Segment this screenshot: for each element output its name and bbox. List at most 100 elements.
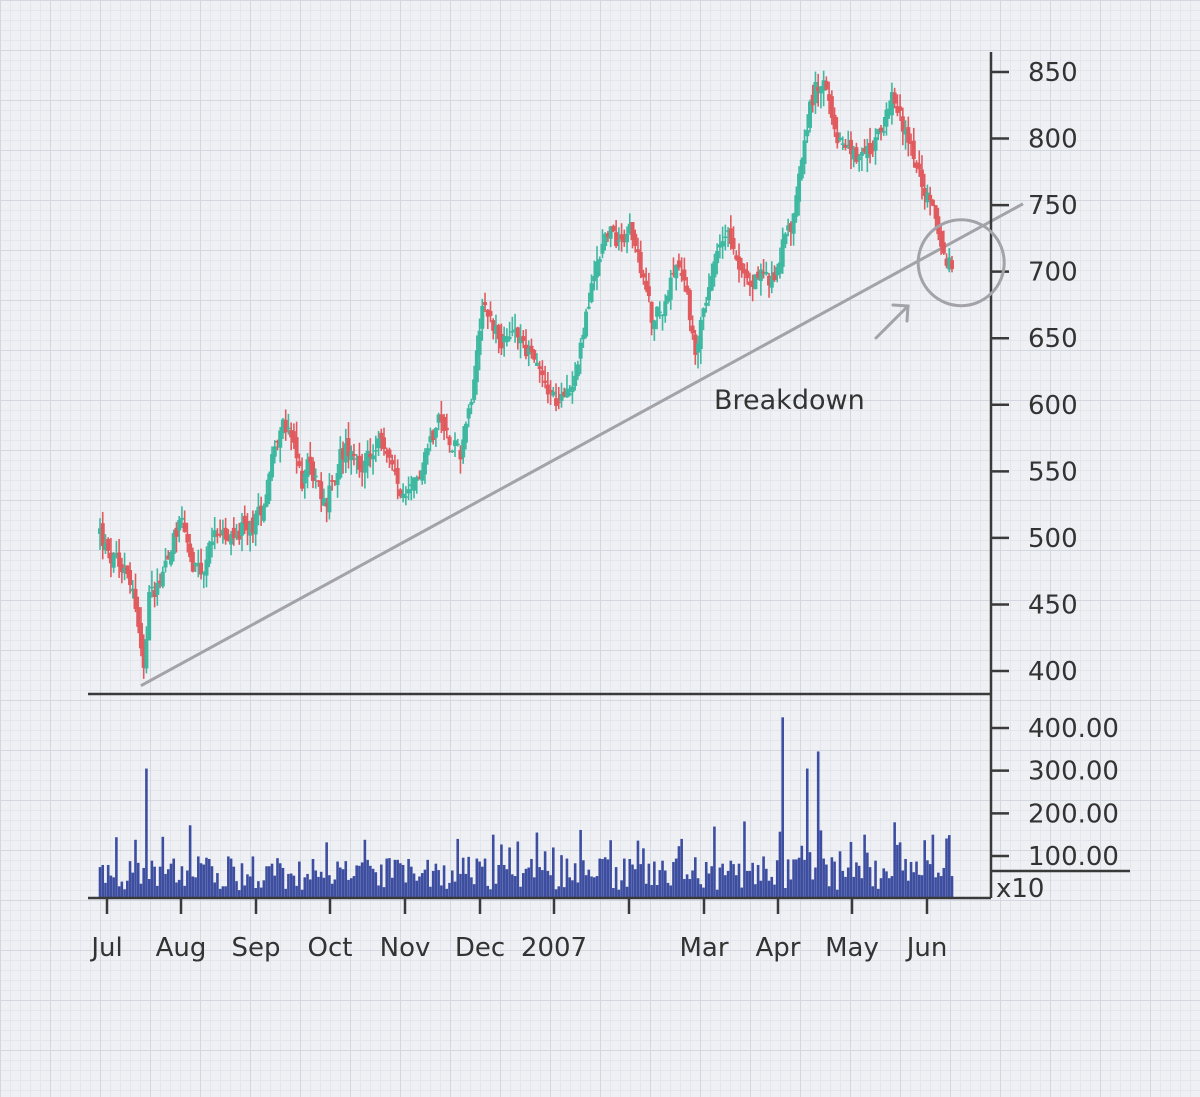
candle [930, 199, 935, 207]
volume-bar [262, 880, 266, 898]
candle-body [414, 477, 419, 481]
volume-bar [811, 879, 815, 898]
candle [543, 365, 548, 389]
volume-bar [885, 871, 888, 898]
candle [734, 250, 739, 261]
volume-bar [628, 858, 632, 898]
candle-body [226, 535, 231, 541]
candle [540, 360, 545, 388]
price-tick-label: 500 [1028, 524, 1078, 554]
volume-bar [937, 872, 940, 898]
candle [496, 323, 501, 354]
volume-bar [674, 858, 678, 898]
volume-bar [429, 886, 432, 898]
volume-bar [541, 870, 544, 898]
volume-bar [592, 877, 596, 898]
candle-body [204, 559, 209, 576]
candle-body [316, 480, 321, 482]
candle [338, 436, 343, 480]
candle-body [578, 342, 583, 359]
candle-body [272, 446, 277, 457]
candle [911, 127, 916, 168]
candle [278, 427, 283, 463]
breakdown-arrow-head [891, 303, 910, 323]
candle [436, 412, 441, 431]
candle-body [207, 542, 212, 564]
breakdown-arrow [874, 304, 910, 340]
candle [537, 361, 542, 383]
volume-bar [775, 860, 779, 898]
candle [865, 138, 870, 173]
candle-body [231, 527, 236, 539]
volume-bar [276, 858, 279, 898]
volume-bar [472, 884, 476, 898]
candle-body [278, 430, 283, 448]
candle [758, 263, 763, 296]
candle-body [188, 543, 193, 558]
candle [742, 263, 747, 287]
candle-body [758, 269, 763, 281]
candle-body [731, 237, 736, 249]
candle [868, 127, 873, 164]
volume-bar [538, 867, 541, 898]
volume-bar [207, 858, 211, 898]
volume-bar [704, 861, 708, 898]
candle [106, 537, 111, 559]
volume-bar [366, 859, 369, 898]
volume-bar [322, 877, 326, 898]
volume-bar [358, 865, 361, 898]
candle-body [425, 448, 430, 456]
volume-bar [745, 870, 749, 898]
candle [422, 448, 427, 484]
candle [909, 133, 914, 156]
volume-bar [740, 887, 744, 898]
candle [832, 107, 837, 137]
volume-bar [896, 844, 899, 898]
candle-body [130, 588, 135, 592]
candle-body [493, 325, 498, 334]
candle [346, 422, 351, 469]
candle-body [311, 461, 315, 482]
candle-body [939, 231, 944, 247]
candle-body [944, 258, 949, 266]
candle-body [297, 461, 302, 467]
candle-body [556, 401, 561, 404]
volume-bar [467, 856, 470, 898]
volume-bar [213, 882, 216, 898]
volume-bar [942, 867, 946, 898]
candle [564, 374, 569, 398]
candle [578, 338, 583, 375]
candle-body [709, 276, 714, 291]
candle [341, 441, 346, 474]
candle-body [633, 233, 638, 246]
candle-body [182, 522, 187, 533]
candle-body [229, 534, 234, 545]
candle-body [911, 140, 916, 160]
candle [529, 338, 534, 359]
candle [575, 360, 580, 380]
volume-bar [642, 848, 645, 898]
candle [188, 534, 193, 563]
volume-bar [729, 860, 733, 898]
candle [939, 223, 944, 255]
candle-body [332, 480, 337, 483]
candle-body [767, 275, 772, 286]
candle-body [917, 163, 922, 170]
candle [597, 256, 602, 277]
candle [526, 340, 531, 367]
candle [696, 335, 701, 369]
volume-bar [325, 842, 328, 898]
volume-bar [931, 834, 935, 898]
candle [313, 468, 318, 489]
candle [627, 213, 632, 235]
volume-bar [453, 881, 457, 898]
candle [581, 327, 586, 348]
volume-bar [202, 864, 206, 898]
volume-bar [759, 880, 763, 898]
candle [100, 511, 105, 560]
candle [368, 438, 373, 468]
candle [270, 446, 275, 482]
candle [507, 321, 512, 342]
volume-bar [104, 882, 107, 898]
